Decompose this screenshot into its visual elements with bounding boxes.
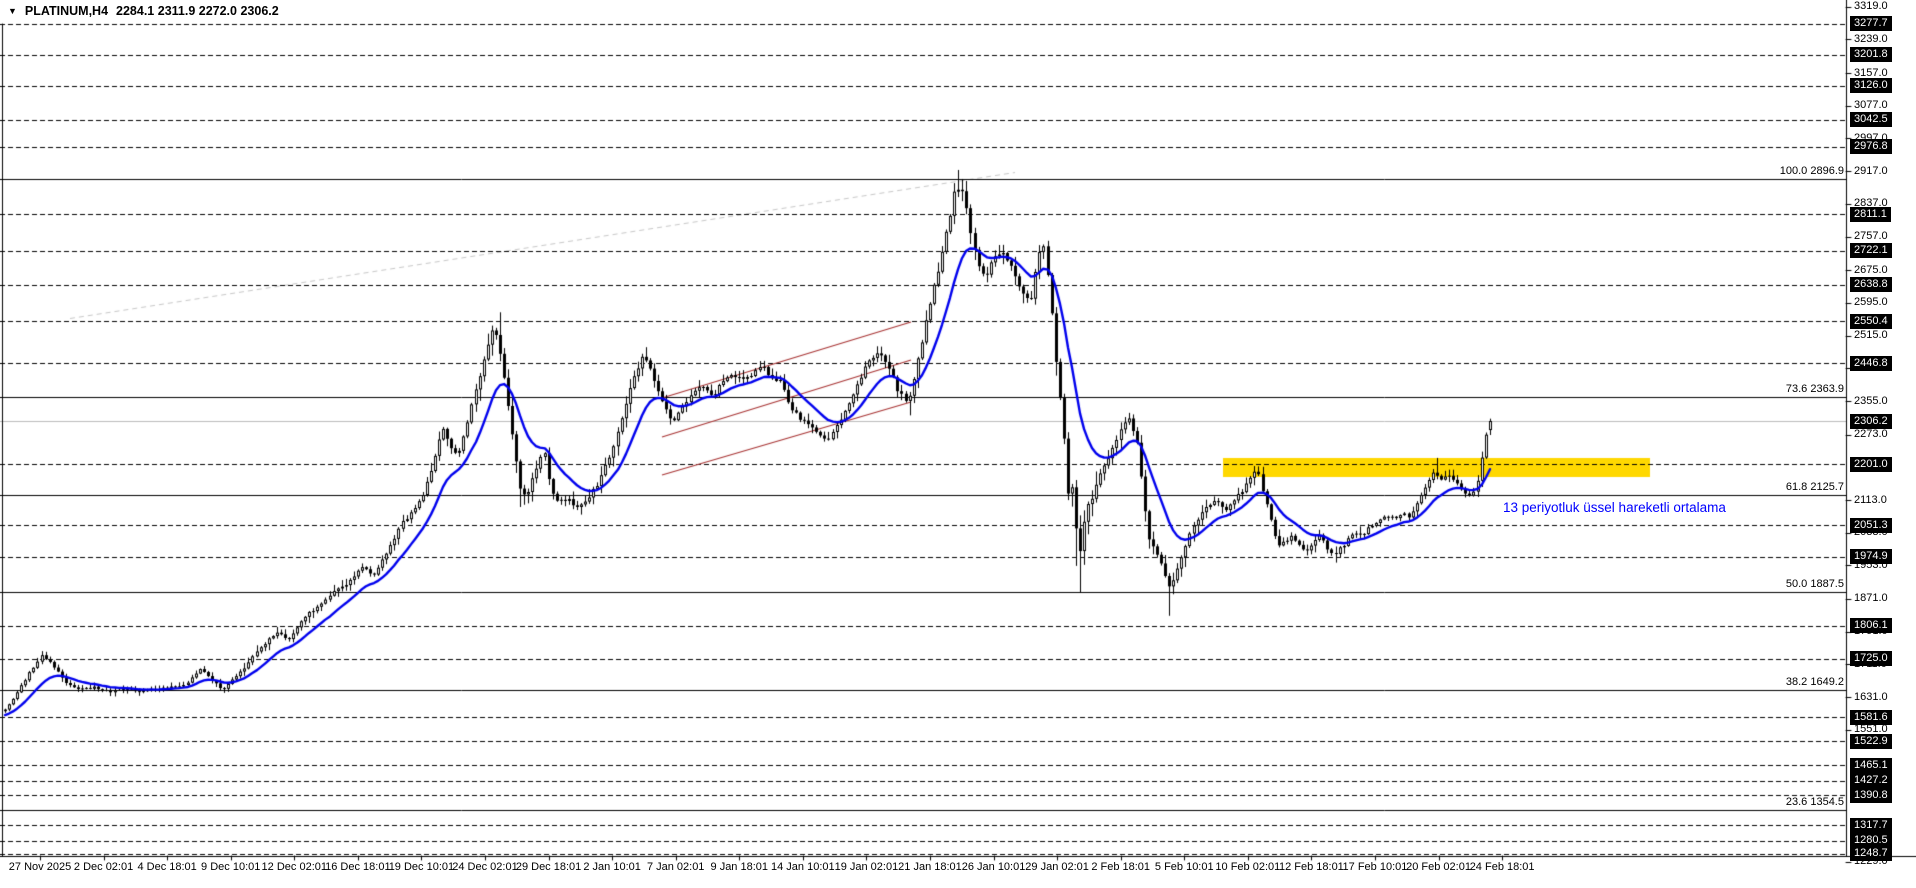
price-level-badge: 2722.1 [1850, 243, 1892, 259]
time-tick-label: 20 Feb 02:01 [1406, 861, 1471, 873]
time-tick-label: 26 Jan 10:01 [961, 861, 1026, 873]
price-level-badge: 1974.9 [1850, 549, 1892, 564]
fib-level-label: 73.6 2363.9 [1785, 383, 1844, 396]
price-tick-label: 1631.0 [1854, 690, 1888, 703]
price-level-badge: 2811.1 [1850, 206, 1891, 222]
time-tick-label: 14 Jan 10:01 [771, 861, 835, 873]
time-tick-label: 19 Jan 02:01 [834, 861, 899, 873]
fib-level-label: 61.8 2125.7 [1785, 480, 1844, 493]
time-tick-label: 24 Feb 18:01 [1469, 861, 1535, 873]
chart-title: ▼ PLATINUM,H4 2284.1 2311.9 2272.0 2306.… [8, 4, 279, 18]
time-tick-label: 7 Jan 02:01 [646, 861, 705, 873]
fib-level-label: 38.2 1649.2 [1785, 675, 1844, 688]
symbol-period-label: PLATINUM,H4 [24, 4, 109, 18]
time-tick-label: 9 Dec 10:01 [201, 861, 261, 873]
price-tick-label: 2355.0 [1854, 394, 1888, 407]
price-tick-label: 2675.0 [1854, 263, 1888, 276]
price-level-badge: 1390.8 [1850, 787, 1892, 803]
price-level-badge: 3277.7 [1850, 16, 1892, 32]
price-tick-label: 1551.0 [1854, 723, 1888, 736]
price-level-badge: 3201.8 [1850, 47, 1892, 63]
time-tick-label: 12 Dec 02:01 [261, 861, 327, 873]
time-tick-label: 27 Nov 2025 [8, 861, 72, 873]
collapse-chevron-icon[interactable]: ▼ [8, 6, 17, 16]
price-tick-label: 3239.0 [1854, 32, 1888, 45]
price-level-badge: 1522.9 [1850, 733, 1892, 749]
price-tick-label: 2837.0 [1854, 197, 1888, 210]
time-tick-label: 4 Dec 18:01 [137, 861, 197, 873]
price-level-badge: 1427.2 [1850, 773, 1892, 788]
price-level-badge: 1806.1 [1850, 618, 1892, 634]
price-tick-label: 1871.0 [1854, 592, 1888, 605]
price-tick-label: 2757.0 [1854, 230, 1888, 243]
current-price-badge: 2306.2 [1850, 413, 1892, 429]
price-level-badge: 3126.0 [1850, 78, 1892, 94]
time-tick-label: 16 Dec 18:01 [325, 861, 391, 873]
ohlc-quote: 2284.1 2311.9 2272.0 2306.2 [116, 4, 279, 18]
fib-level-label: 23.6 1354.5 [1785, 796, 1844, 809]
time-tick-label: 19 Dec 10:01 [388, 861, 455, 873]
price-level-badge: 2976.8 [1850, 139, 1892, 155]
price-level-badge: 2550.4 [1850, 313, 1892, 329]
fib-level-label: 50.0 1887.5 [1785, 578, 1844, 591]
price-tick-label: 2113.0 [1854, 493, 1887, 506]
time-tick-label: 5 Feb 10:01 [1154, 861, 1214, 873]
ema-annotation-text: 13 periyotluk üssel hareketli ortalama [1503, 500, 1726, 515]
time-tick-label: 17 Feb 10:01 [1342, 861, 1408, 873]
price-tick-label: 2917.0 [1854, 164, 1888, 177]
price-tick-label: 2515.0 [1854, 329, 1888, 342]
price-tick-label: 3077.0 [1854, 99, 1888, 112]
price-level-badge: 1248.7 [1850, 846, 1892, 861]
price-level-badge: 2638.8 [1850, 277, 1892, 293]
time-tick-label: 21 Jan 18:01 [898, 861, 962, 873]
time-tick-label: 2 Feb 18:01 [1091, 861, 1151, 873]
fib-level-label: 100.0 2896.9 [1779, 165, 1844, 178]
time-tick-label: 29 Jan 02:01 [1025, 861, 1089, 873]
price-level-badge: 1725.0 [1850, 651, 1892, 667]
price-level-badge: 1465.1 [1850, 757, 1892, 773]
price-level-badge: 1317.7 [1850, 817, 1892, 833]
time-tick-label: 24 Dec 02:01 [452, 861, 518, 873]
time-tick-label: 12 Feb 18:01 [1278, 861, 1344, 873]
price-tick-label: 2595.0 [1854, 296, 1888, 309]
time-tick-label: 2 Jan 10:01 [583, 861, 641, 873]
price-tick-label: 3157.0 [1854, 66, 1888, 79]
price-level-badge: 2051.3 [1850, 517, 1892, 533]
time-tick-label: 9 Jan 18:01 [710, 861, 769, 873]
time-tick-label: 29 Dec 18:01 [515, 861, 582, 873]
price-level-badge: 1581.6 [1850, 709, 1892, 725]
time-tick-label: 10 Feb 02:01 [1215, 861, 1281, 873]
price-tick-label: 3319.0 [1854, 0, 1888, 13]
price-level-badge: 1280.5 [1850, 833, 1892, 848]
price-level-badge: 2201.0 [1850, 456, 1892, 472]
price-tick-label: 2273.0 [1854, 428, 1888, 441]
price-level-badge: 2446.8 [1850, 355, 1892, 371]
price-level-badge: 3042.5 [1850, 112, 1892, 128]
time-tick-label: 2 Dec 02:01 [73, 861, 134, 873]
